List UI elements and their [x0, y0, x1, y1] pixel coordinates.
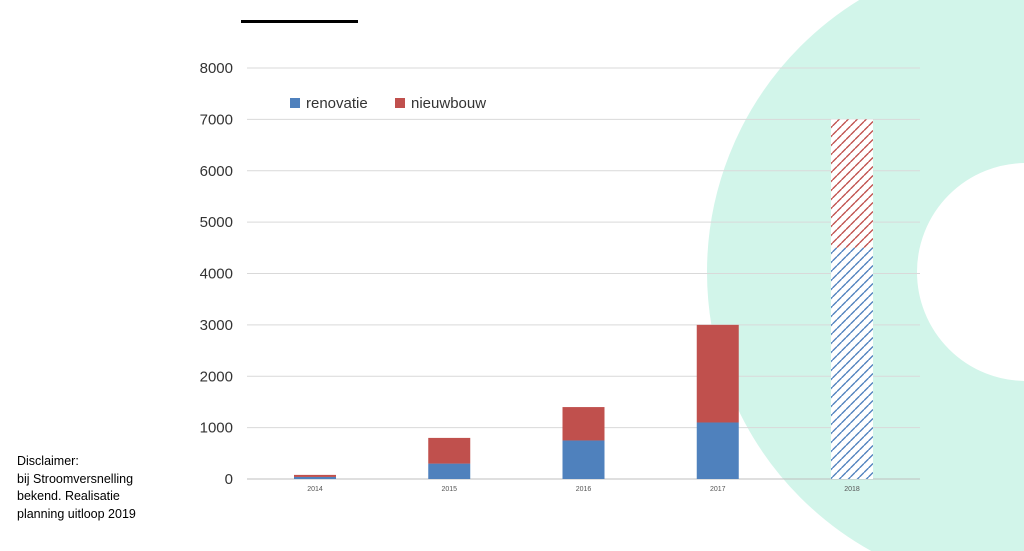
y-axis-ticks: 0 1000 2000 3000 4000 5000 6000 7000 8000 [200, 60, 233, 488]
legend-label-renovatie: renovatie [306, 95, 368, 112]
disclaimer-line: planning uitloop 2019 [17, 506, 136, 521]
y-tick-label: 3000 [200, 317, 233, 334]
y-tick-label: 8000 [200, 60, 233, 77]
y-tick-label: 1000 [200, 420, 233, 437]
y-tick-label: 0 [225, 471, 233, 488]
x-tick-label: 2014 [307, 486, 323, 493]
disclaimer-line: bekend. Realisatie [17, 489, 120, 503]
bar-nieuwbouw-2015 [428, 437, 471, 464]
legend-swatch-renovatie [290, 98, 300, 108]
bar-renovatie-2014 [294, 476, 336, 479]
bar-nieuwbouw-2016 [562, 407, 605, 441]
disclaimer-line: bij Stroomversnelling [17, 471, 134, 486]
bar-renovatie-2018 [831, 247, 873, 479]
x-tick-label: 2017 [710, 486, 726, 493]
bar-renovatie-2016 [562, 440, 605, 479]
bar-nieuwbouw-2018 [831, 119, 873, 248]
y-tick-label: 4000 [200, 266, 233, 283]
y-tick-label: 5000 [200, 214, 233, 231]
title-underline [241, 20, 358, 23]
disclaimer: Disclaimer: bij Stroomversnelling bekend… [17, 453, 167, 523]
y-tick-label: 6000 [200, 163, 233, 180]
x-tick-label: 2015 [441, 486, 457, 493]
bar-renovatie-2015 [428, 463, 471, 479]
x-tick-label: 2016 [576, 486, 592, 493]
y-tick-label: 7000 [200, 111, 233, 128]
disclaimer-line: Disclaimer: [17, 454, 79, 468]
legend-swatch-nieuwbouw [395, 98, 405, 108]
y-tick-label: 2000 [200, 368, 233, 385]
bar-nieuwbouw-2017 [696, 324, 739, 423]
legend: renovatie nieuwbouw [290, 95, 486, 112]
x-axis-ticks: 2014 2015 2016 2017 2018 [307, 486, 860, 493]
bars [294, 119, 873, 479]
bar-nieuwbouw-2014 [294, 474, 336, 477]
legend-label-nieuwbouw: nieuwbouw [411, 95, 486, 112]
bar-renovatie-2017 [696, 422, 739, 479]
x-tick-label: 2018 [844, 486, 860, 493]
